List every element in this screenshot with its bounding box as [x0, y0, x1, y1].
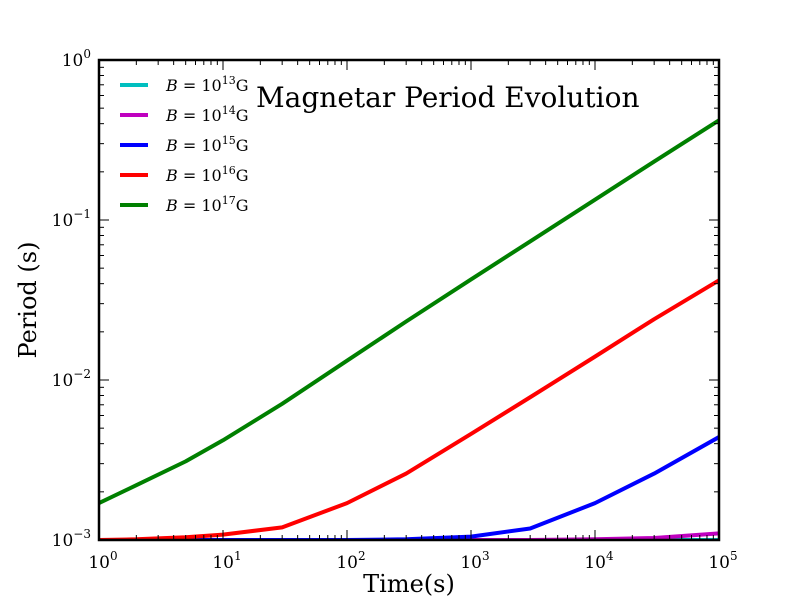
series-line-4: [99, 278, 719, 540]
y-tick-label: 10−1: [52, 207, 91, 231]
y-axis-label: Period (s): [14, 242, 42, 359]
legend-item: B = 1017G: [120, 194, 248, 215]
legend-label: B = 1013G: [165, 74, 248, 95]
chart-title: Magnetar Period Evolution: [256, 81, 640, 114]
x-tick-label: 102: [336, 549, 365, 573]
plot-frame: [97, 58, 721, 542]
legend-item: B = 1015G: [120, 134, 248, 155]
x-tick-label: 104: [584, 549, 614, 573]
legend: B = 1013G B = 1014G B = 1015G B = 1016G B = …: [120, 74, 248, 215]
tick-labels-layer: 100 101 102 103 104 105 10−3 10−2 10−1 100: [52, 47, 738, 573]
y-tick-label: 10−3: [52, 527, 91, 551]
legend-label: B = 1015G: [165, 134, 248, 155]
y-tick-label: 100: [62, 47, 91, 71]
legend-item: B = 1014G: [120, 104, 248, 125]
legend-item: B = 1016G: [120, 164, 248, 185]
series-line-5: [99, 118, 719, 505]
legend-label: B = 1016G: [165, 164, 248, 185]
x-axis-label: Time(s): [363, 570, 455, 598]
x-tick-label: 101: [212, 549, 241, 573]
y-tick-label: 10−2: [52, 367, 91, 391]
x-tick-label: 103: [460, 549, 489, 573]
legend-label: B = 1017G: [165, 194, 248, 215]
x-tick-label: 100: [88, 549, 117, 573]
x-tick-label: 105: [708, 549, 737, 573]
legend-label: B = 1014G: [165, 104, 248, 125]
legend-item: B = 1013G: [120, 74, 248, 95]
